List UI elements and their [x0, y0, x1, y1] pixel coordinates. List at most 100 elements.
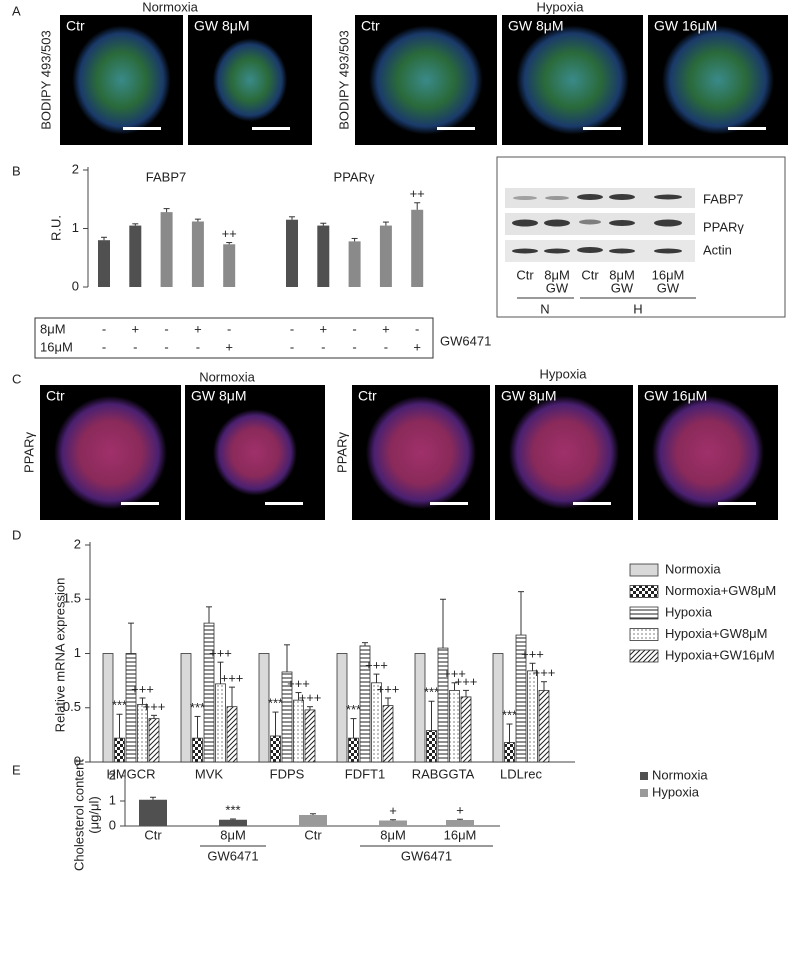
treatment-cell: -: [164, 321, 168, 336]
bar-annotation: ***: [502, 707, 517, 722]
bar: [504, 742, 515, 763]
y-tick-label: 1: [72, 220, 79, 235]
panel-title: Normoxia: [199, 369, 255, 384]
x-tick-label: MVK: [195, 766, 224, 781]
treatment-cell: +: [194, 321, 202, 336]
group-title: FABP7: [146, 169, 186, 184]
bar: [426, 730, 437, 763]
x-tick-label: RABGGTA: [412, 766, 475, 781]
bar: [437, 647, 449, 763]
y-axis-label: Cholesterol content: [71, 759, 86, 871]
bar-annotation: +++: [131, 681, 154, 696]
legend-label: Hypoxia: [652, 784, 700, 799]
image-label: Ctr: [358, 388, 377, 404]
blot-frame: [496, 156, 786, 318]
cell-cluster: [508, 395, 620, 510]
treatment-dose: 8μM: [40, 321, 66, 336]
stain-label: PPARγ: [334, 432, 349, 473]
bar-annotation: +: [389, 803, 397, 818]
bar: [449, 689, 460, 763]
bar: [446, 820, 474, 826]
scale-bar: [121, 502, 159, 505]
scale-bar: [437, 127, 475, 130]
y-tick-label: 1: [74, 645, 81, 660]
bar: [414, 653, 426, 763]
bar: [160, 212, 173, 287]
bar-annotation: +: [456, 803, 464, 818]
bar: [382, 705, 394, 763]
treatment-cell: -: [227, 321, 231, 336]
lane-label: 8μM: [609, 267, 635, 282]
y-axis-label: (μg/μl): [86, 796, 101, 833]
x-tick-label: LDLrec: [500, 766, 542, 781]
lane-label: GW: [611, 280, 634, 295]
bar-annotation: +++: [365, 658, 388, 673]
scale-bar: [583, 127, 621, 130]
y-tick-label: 2: [74, 536, 81, 551]
legend-label: Normoxia: [652, 767, 708, 782]
legend-swatch: [629, 628, 659, 641]
bar-annotation: ***: [424, 685, 439, 700]
cell-cluster: [652, 395, 764, 510]
treatment-cell: +: [225, 339, 233, 354]
y-tick-label: 1.5: [63, 591, 81, 606]
treatment-cell: -: [164, 339, 168, 354]
condition-label: N: [540, 301, 549, 316]
scale-bar: [718, 502, 756, 505]
bar-annotation: +++: [143, 699, 166, 714]
treatment-cell: +: [382, 321, 390, 336]
bar: [258, 653, 270, 763]
cell-cluster: [72, 25, 171, 135]
condition-label: H: [633, 301, 642, 316]
panel-label: B: [12, 163, 21, 178]
bar: [460, 696, 472, 763]
bar-annotation: ++: [410, 186, 425, 201]
bar: [192, 737, 203, 763]
bar: [379, 225, 392, 287]
x-tick-label: Ctr: [304, 827, 322, 842]
panel-title: Hypoxia: [537, 0, 585, 14]
x-tick-label: 8μM: [380, 827, 406, 842]
panel-label: E: [12, 762, 21, 777]
legend-swatch: [640, 772, 648, 780]
bar: [270, 735, 281, 763]
bar-annotation: ++: [222, 226, 237, 241]
treatment-cell: -: [133, 339, 137, 354]
treatment-cell: -: [415, 321, 419, 336]
cell-cluster: [662, 25, 774, 135]
bar: [304, 709, 316, 763]
y-tick-label: 1: [109, 792, 116, 807]
bar-annotation: ***: [225, 802, 240, 817]
bar-annotation: +++: [443, 666, 466, 681]
bar-annotation: ***: [346, 702, 361, 717]
legend-swatch: [629, 563, 659, 577]
y-tick-label: 2: [109, 767, 116, 782]
panel-label: C: [12, 371, 21, 386]
cell-cluster: [54, 395, 167, 510]
bar: [125, 653, 137, 763]
panel-title: Hypoxia: [540, 366, 588, 381]
cell-cluster: [212, 38, 288, 122]
y-tick-label: 2: [72, 161, 79, 176]
blot-bands: [512, 194, 682, 254]
bar-annotation: +++: [377, 681, 400, 696]
bar: [492, 653, 504, 763]
treatment-cell: -: [102, 321, 106, 336]
scale-bar: [573, 502, 611, 505]
y-tick-label: 0.5: [63, 699, 81, 714]
bar: [223, 244, 236, 287]
bar: [336, 653, 348, 763]
bar: [219, 819, 247, 826]
scale-bar: [123, 127, 161, 130]
bar: [411, 209, 424, 287]
bar: [203, 622, 215, 763]
treatment-cell: -: [384, 339, 388, 354]
bar: [180, 653, 192, 763]
x-tick-label: 8μM: [220, 827, 246, 842]
bar-annotation: ***: [268, 696, 283, 711]
image-label: GW 16μM: [644, 388, 707, 404]
treatment-cell: -: [352, 339, 356, 354]
blot-strip: [505, 213, 695, 235]
